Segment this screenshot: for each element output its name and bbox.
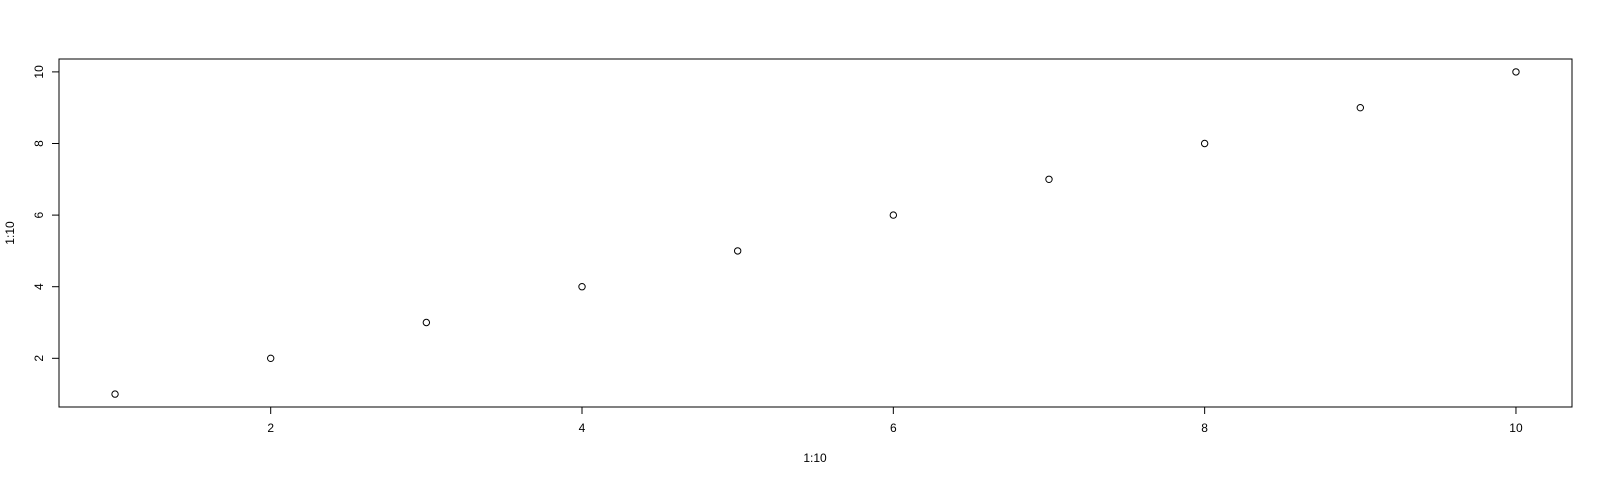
y-tick-label: 2 — [32, 355, 46, 362]
y-tick-label: 4 — [32, 283, 46, 290]
data-point — [1512, 68, 1520, 76]
data-point — [1200, 139, 1209, 148]
y-tick-label: 8 — [32, 140, 46, 147]
data-point — [733, 247, 742, 255]
x-tick-label: 2 — [267, 421, 274, 435]
data-point — [422, 318, 431, 327]
data-point — [111, 390, 119, 398]
x-tick-label: 8 — [1201, 421, 1208, 435]
data-point — [578, 283, 586, 291]
data-point — [889, 211, 898, 219]
x-tick-label: 6 — [890, 421, 897, 435]
x-axis-label: 1:10 — [803, 451, 827, 465]
y-tick-label: 10 — [32, 65, 46, 79]
y-axis: 2 4 6 8 10 — [32, 65, 60, 362]
data-point — [1356, 103, 1365, 112]
x-axis: 2 4 6 8 10 — [267, 406, 1523, 435]
data-points — [111, 68, 1520, 398]
plot-border — [58, 58, 1573, 408]
x-tick-label: 4 — [579, 421, 586, 435]
x-tick-label: 10 — [1509, 421, 1523, 435]
data-point — [266, 354, 275, 363]
data-point — [1045, 175, 1053, 183]
y-axis-label: 1:10 — [3, 221, 17, 245]
y-tick-label: 6 — [32, 211, 46, 218]
